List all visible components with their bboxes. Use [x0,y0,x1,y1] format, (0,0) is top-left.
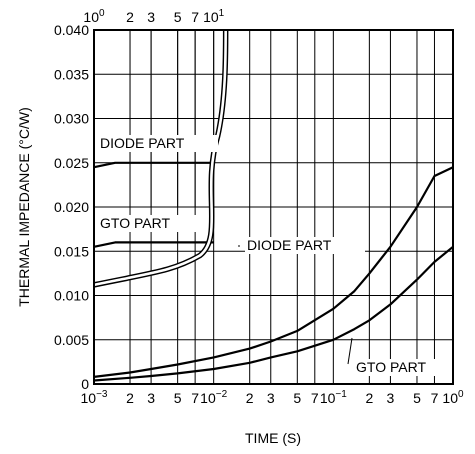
curve-top-3 [93,241,214,248]
top-axis-divider [93,29,229,288]
x-tick-label-top: 101 [203,8,225,25]
curve-bottom-0 [93,166,454,378]
y-tick-label: 0.035 [54,66,89,82]
divider-inner [93,29,227,287]
y-axis-label: THERMAL IMPEDANCE (°C/W) [16,107,32,307]
x-tick-label-top: 2 [126,9,134,25]
x-tick-label-top: 7 [191,9,199,25]
curve-annotations: DIODE PART GTO PART DIODE PART GTO PART [98,135,444,376]
plot-frame [93,29,454,385]
data-curves [93,161,454,382]
y-tick-label: 0.040 [54,22,89,38]
x-tick-labels-top: 100 2 3 5 7 101 [83,8,224,25]
x-tick-label-top: 3 [147,9,155,25]
x-tick-label-bottom: 2 [126,390,134,406]
y-tick-label: 0 [81,376,89,392]
curve-top-2 [93,161,214,169]
curve-bottom-1 [93,245,454,382]
annotation-bg [245,237,365,254]
x-tick-labels-bottom: 10−3 2 3 5 7 10−2 2 3 5 7 10−1 2 3 5 7 100 [81,389,465,406]
x-tick-label-bottom: 2 [246,390,254,406]
x-tick-label-bottom: 7 [311,390,319,406]
y-tick-label: 0.015 [54,243,89,259]
y-tick-label: 0.020 [54,199,89,215]
x-tick-label-bottom: 2 [365,390,373,406]
x-axis-label: TIME (S) [245,430,301,446]
x-tick-label-bottom: 100 [442,389,464,406]
annotation-bg [354,359,444,376]
x-tick-label-top: 100 [83,8,105,25]
y-tick-label: 0.010 [54,288,89,304]
y-tick-label: 0.030 [54,111,89,127]
x-tick-label-bottom: 5 [174,390,182,406]
annotation-leader [347,337,353,365]
y-tick-labels: 0 0.005 0.010 0.015 0.020 0.025 0.030 0.035 0.04… [54,22,89,392]
x-tick-label-bottom: 3 [387,390,395,406]
curve-label: GTO PART [100,215,170,231]
x-tick-label-bottom: 10−1 [320,389,347,406]
x-tick-label-top: 5 [174,9,182,25]
x-tick-label-bottom: 3 [267,390,275,406]
y-tick-label: 0.005 [54,332,89,348]
x-tick-label-bottom: 10−3 [81,389,108,406]
annotation-bg [98,215,198,232]
x-tick-label-bottom: 5 [413,390,421,406]
x-tick-label-bottom: 5 [293,390,301,406]
x-tick-label-bottom: 7 [431,390,439,406]
curve-label: GTO PART [356,359,426,375]
x-tick-label-bottom: 3 [147,390,155,406]
x-tick-label-bottom: 10−2 [200,389,227,406]
curve-label: DIODE PART [247,237,332,253]
annotation-bg [98,135,218,152]
curve-label: DIODE PART [100,135,185,151]
grid-lines [93,29,454,385]
y-tick-label: 0.025 [54,155,89,171]
x-tick-label-bottom: 7 [191,390,199,406]
